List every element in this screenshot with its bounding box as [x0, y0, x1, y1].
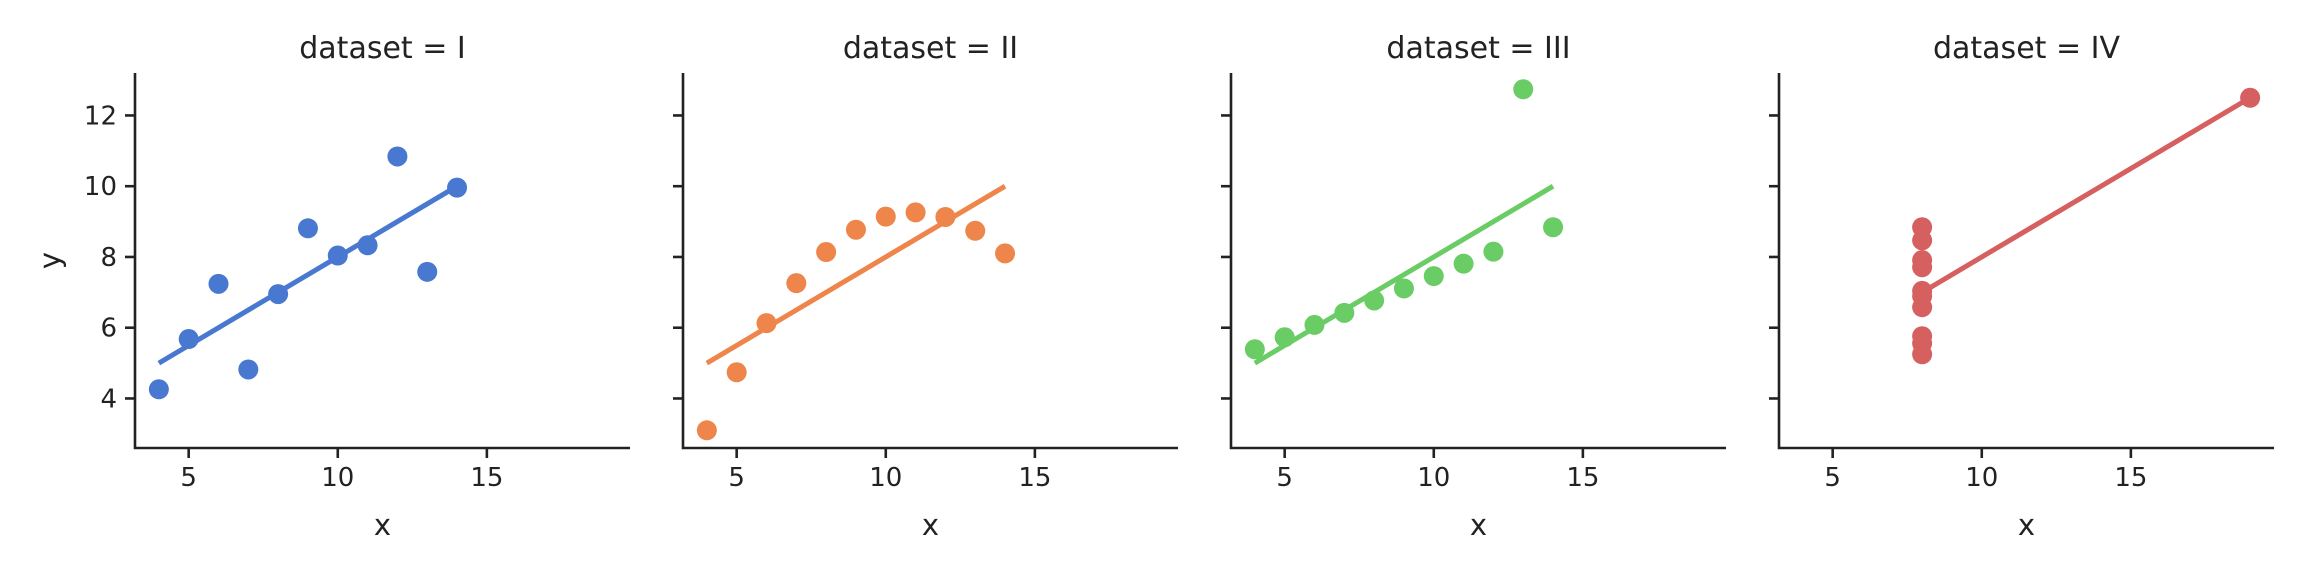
y-tick-label: 10 [84, 172, 117, 202]
axis-spines [133, 73, 630, 450]
panel-title: dataset = IV [1933, 31, 2120, 66]
data-point [357, 235, 378, 256]
data-point [1393, 278, 1414, 299]
data-point [1513, 79, 1534, 100]
x-tick-label: 15 [1566, 463, 1599, 493]
facet-panel-3: dataset = III 5 10 15 x [1221, 31, 1726, 542]
data-point [1274, 327, 1295, 348]
data-point [178, 329, 199, 350]
data-point [1483, 241, 1504, 262]
axis-spines [1229, 73, 1726, 450]
x-tick-label: 10 [1965, 463, 1998, 493]
data-point [726, 362, 747, 383]
x-tick-label: 10 [321, 463, 354, 493]
data-point [297, 218, 318, 239]
x-tick-label: 5 [180, 463, 197, 493]
panel-title: dataset = III [1386, 31, 1570, 66]
x-tick-label: 5 [1276, 463, 1293, 493]
y-tick-label: 4 [100, 384, 117, 414]
data-point [1912, 250, 1933, 271]
data-point [1912, 286, 1933, 307]
data-point [387, 146, 408, 167]
data-point [696, 420, 717, 441]
data-point [1423, 266, 1444, 287]
data-point [1304, 314, 1325, 335]
x-axis-label: x [922, 508, 939, 542]
data-point [1912, 333, 1933, 354]
data-point [238, 359, 259, 380]
x-tick-label: 15 [2114, 463, 2147, 493]
data-point [875, 206, 896, 227]
data-point [935, 206, 956, 227]
data-point [148, 379, 169, 400]
data-point [327, 245, 348, 266]
y-tick-label: 8 [100, 243, 117, 273]
x-tick-label: 5 [728, 463, 745, 493]
regression-line [705, 184, 1007, 366]
axis-spines [1777, 73, 2274, 450]
data-point [1453, 253, 1474, 274]
data-point [417, 261, 438, 282]
facet-panel-2: dataset = II 5 10 15 x [673, 31, 1178, 542]
x-axis-label: x [1470, 508, 1487, 542]
y-axis-label: y [33, 252, 67, 269]
data-point [995, 243, 1016, 264]
data-point [447, 177, 468, 198]
x-axis-label: x [374, 508, 391, 542]
facet-panel-1: dataset = I 4 6 8 10 12 5 10 15 x y [33, 31, 630, 542]
data-point [1912, 230, 1933, 251]
data-point [268, 284, 289, 305]
data-point [2240, 87, 2261, 108]
regression-line [1253, 184, 1555, 366]
data-point [786, 273, 807, 294]
y-tick-label: 6 [100, 314, 117, 344]
x-axis-label: x [2018, 508, 2035, 542]
data-point [816, 242, 837, 263]
data-point [1334, 302, 1355, 323]
data-point [1244, 339, 1265, 360]
panel-title: dataset = II [843, 31, 1018, 66]
data-point [1364, 290, 1385, 311]
x-tick-label: 15 [1018, 463, 1051, 493]
x-tick-label: 10 [869, 463, 902, 493]
data-point [845, 219, 866, 240]
facet-panel-4: dataset = IV 5 10 15 x [1769, 31, 2274, 542]
regression-line [1920, 95, 2252, 295]
y-tick-label: 12 [84, 101, 117, 131]
panel-title: dataset = I [299, 31, 465, 66]
x-tick-label: 15 [470, 463, 503, 493]
data-point [905, 202, 926, 223]
data-point [756, 313, 777, 334]
data-point [965, 220, 986, 241]
x-tick-label: 5 [1824, 463, 1841, 493]
regression-line [157, 184, 459, 366]
data-point [1543, 217, 1564, 238]
x-tick-label: 10 [1417, 463, 1450, 493]
axis-spines [681, 73, 1178, 450]
data-point [208, 273, 229, 294]
